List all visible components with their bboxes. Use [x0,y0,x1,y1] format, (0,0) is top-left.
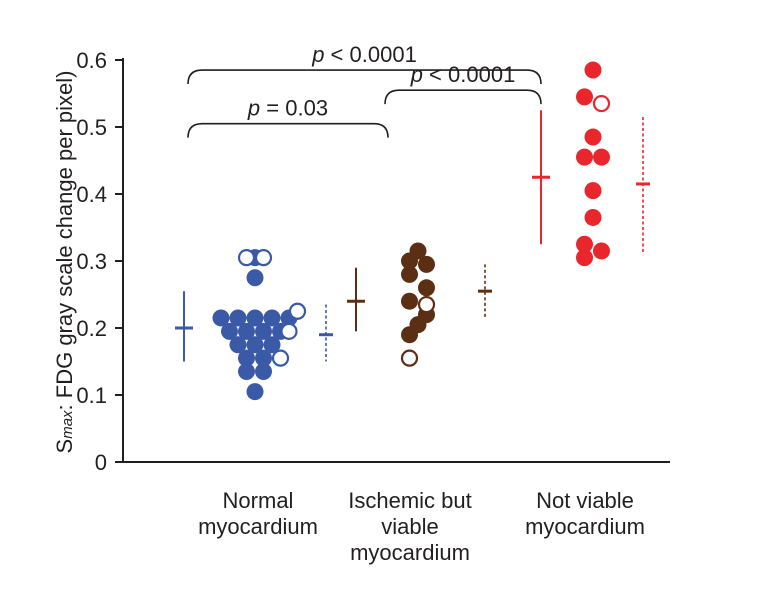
point-s1-f2 [418,255,435,273]
point-s1-f1 [401,252,418,270]
point-s0-f18 [246,383,264,401]
point-s0-f8 [238,322,255,340]
data-points [212,61,611,401]
point-s2-f6 [584,208,602,226]
point-s2-f1 [576,88,593,106]
y-ticks: 0 0.1 0.2 0.3 0.4 0.5 0.6 [76,48,123,475]
point-s0-f9 [255,322,272,340]
bracket-2 [187,122,389,138]
p-value-label-0: p < 0.0001 [311,42,417,67]
point-s0-f11 [229,336,247,354]
point-s1-f5 [401,292,418,310]
point-s1-o1 [400,349,419,367]
summary-markers [175,110,650,362]
point-s0-o1 [254,249,273,267]
point-s2-f5 [584,182,602,200]
y-tick-label-6: 0.6 [76,48,107,73]
point-s0-f2 [212,309,230,327]
point-s0-o2 [288,302,307,320]
y-tick-label-5: 0.5 [76,115,107,140]
category-label-2: Not viable myocardium [525,488,645,539]
point-s0-f1 [246,269,264,287]
y-axis-label: Smax: FDG gray scale change per pixel) [52,71,77,454]
point-s0-f17 [255,363,272,381]
point-s2-f9 [576,249,593,267]
bracket-0 [187,69,542,85]
point-s0-f14 [238,349,255,367]
y-axis-label-prefix: S [52,439,77,454]
bracket-1 [384,89,542,105]
point-s0-f7 [221,322,238,340]
point-s1-f8 [401,326,418,344]
point-s0-o4 [271,349,290,367]
y-tick-label-0: 0 [95,450,107,475]
y-tick-label-3: 0.3 [76,249,107,274]
point-s2-o0 [592,94,611,113]
point-s2-f8 [593,242,610,260]
point-s1-f3 [401,265,418,283]
point-s2-f0 [584,61,602,79]
point-s0-f12 [246,336,264,354]
point-s1-f4 [418,279,435,297]
point-s0-f16 [238,363,255,381]
point-s0-f3 [229,309,247,327]
point-s0-f15 [255,349,272,367]
point-s2-f7 [576,235,593,253]
point-s0-f5 [263,309,281,327]
point-s0-o0 [237,249,256,267]
point-s2-f3 [576,148,593,166]
point-s0-f4 [246,309,264,327]
category-label-1: Ischemic but viable myocardium [348,488,472,565]
y-tick-label-2: 0.2 [76,316,107,341]
y-tick-label-4: 0.4 [76,182,107,207]
point-s1-o0 [417,295,436,314]
y-axis-label-subscript: max [59,410,76,439]
y-tick-label-1: 0.1 [76,383,107,408]
point-s0-o3 [280,322,298,340]
p-value-label-2: p = 0.03 [247,96,328,121]
category-label-0: Normal myocardium [198,488,318,539]
point-s2-f2 [584,128,602,146]
y-axis-label-rest: : FDG gray scale change per pixel) [52,71,77,411]
p-value-label-1: p < 0.0001 [410,62,516,87]
point-s0-f13 [263,336,281,354]
category-labels: Normal myocardium Ischemic but viable myocar… [198,488,645,565]
point-s2-f4 [593,148,610,166]
